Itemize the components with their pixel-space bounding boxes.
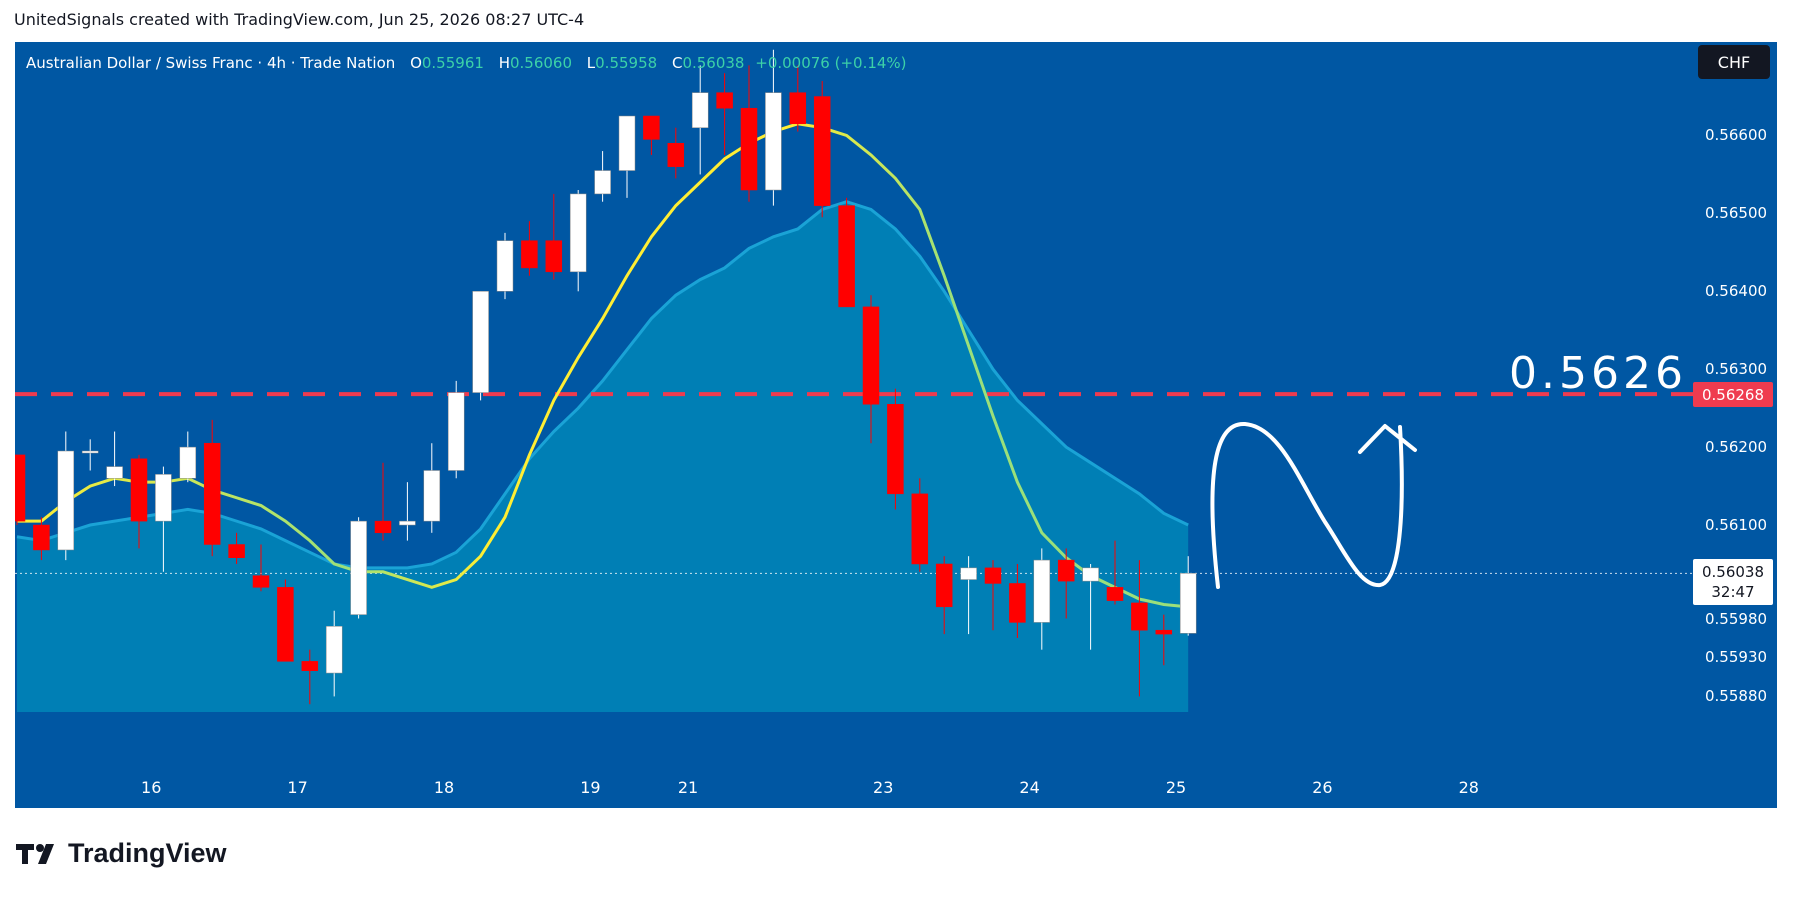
candle-bearish bbox=[33, 524, 50, 551]
time-axis-tick-label: 24 bbox=[1019, 778, 1040, 797]
candle-bearish bbox=[1009, 583, 1026, 623]
price-axis-tick-label: 0.55880 bbox=[1705, 687, 1768, 706]
candle-bullish bbox=[691, 92, 709, 128]
legend-close-value: 0.56038 bbox=[682, 54, 745, 72]
price-axis-tick-label: 0.56400 bbox=[1705, 282, 1768, 301]
price-chart[interactable] bbox=[15, 42, 1777, 808]
candle-bullish bbox=[350, 520, 367, 615]
price-axis-tick-label: 0.55930 bbox=[1705, 648, 1768, 667]
candle-bearish bbox=[228, 544, 245, 558]
candle-bullish bbox=[1033, 559, 1051, 623]
ema-slow-area bbox=[17, 201, 1189, 713]
candle-bullish bbox=[594, 170, 611, 195]
candle-bullish bbox=[1179, 573, 1197, 634]
candle-bullish bbox=[472, 291, 489, 393]
bar-countdown: 32:47 bbox=[1711, 583, 1755, 602]
chart-panel[interactable]: Australian Dollar / Swiss Franc · 4h · T… bbox=[15, 42, 1777, 808]
candle-bearish bbox=[1131, 602, 1148, 631]
time-axis-tick-label: 26 bbox=[1312, 778, 1333, 797]
price-axis-tick-label: 0.56100 bbox=[1705, 516, 1768, 535]
candle-bullish bbox=[399, 520, 416, 526]
candle-bearish bbox=[203, 442, 221, 545]
candle-bullish bbox=[106, 466, 123, 479]
candle-bullish bbox=[447, 392, 465, 471]
currency-badge[interactable]: CHF bbox=[1698, 45, 1770, 79]
candle-bearish bbox=[301, 661, 319, 671]
time-axis-tick-label: 28 bbox=[1458, 778, 1479, 797]
candle-bearish bbox=[667, 143, 685, 167]
candle-bearish bbox=[1106, 587, 1124, 601]
target-price-annotation: 0.5626 bbox=[1509, 348, 1687, 399]
candle-bullish bbox=[57, 450, 75, 551]
price-axis-tick-label: 0.56200 bbox=[1705, 438, 1768, 457]
legend-low-value: 0.55958 bbox=[595, 54, 658, 72]
level-price-badge: 0.56268 bbox=[1693, 382, 1773, 408]
candle-bullish bbox=[155, 474, 172, 522]
candle-bullish bbox=[569, 193, 587, 273]
candle-bearish bbox=[740, 107, 758, 191]
time-axis-tick-label: 21 bbox=[677, 778, 699, 797]
candle-bullish bbox=[496, 240, 514, 292]
candle-bearish bbox=[1155, 629, 1173, 635]
candle-bullish bbox=[325, 626, 343, 674]
projection-arrow-head bbox=[1358, 424, 1417, 454]
legend-high-value: 0.56060 bbox=[509, 54, 572, 72]
time-axis-tick-label: 19 bbox=[580, 778, 601, 797]
candle-bearish bbox=[545, 240, 563, 273]
candle-bearish bbox=[789, 92, 807, 125]
candle-bearish bbox=[1057, 559, 1075, 582]
current-price-value: 0.56038 bbox=[1701, 563, 1765, 582]
candle-bearish bbox=[911, 493, 929, 565]
legend-symbol: Australian Dollar / Swiss Franc · 4h · T… bbox=[26, 54, 396, 72]
ohlc-legend: Australian Dollar / Swiss Franc · 4h · T… bbox=[26, 54, 907, 72]
candle-bearish bbox=[887, 404, 904, 495]
candle-bearish bbox=[643, 115, 660, 140]
legend-low-label: L bbox=[586, 54, 596, 72]
candle-bearish bbox=[252, 575, 270, 588]
price-axis-tick-label: 0.56300 bbox=[1705, 360, 1768, 379]
candle-bearish bbox=[15, 454, 26, 522]
legend-high-label: H bbox=[498, 54, 510, 72]
current-price-badge: 0.56038 32:47 bbox=[1693, 559, 1773, 606]
legend-open-label: O bbox=[410, 54, 422, 72]
legend-close-label: C bbox=[671, 54, 683, 72]
candle-bullish bbox=[423, 470, 441, 522]
candle-bearish bbox=[277, 587, 294, 662]
candle-bullish bbox=[1082, 567, 1099, 582]
price-axis-tick-label: 0.56500 bbox=[1705, 204, 1768, 223]
candle-bearish bbox=[813, 96, 831, 206]
time-axis-tick-label: 23 bbox=[873, 778, 894, 797]
time-axis-tick-label: 25 bbox=[1165, 778, 1187, 797]
price-axis-tick-label: 0.55980 bbox=[1705, 609, 1768, 628]
tradingview-logo-icon bbox=[16, 843, 54, 864]
legend-change: +0.00076 (+0.14%) bbox=[755, 54, 907, 72]
tradingview-brand-text: TradingView bbox=[68, 838, 227, 868]
candle-bearish bbox=[521, 240, 538, 269]
candle-bearish bbox=[838, 205, 855, 308]
candle-bearish bbox=[935, 563, 953, 608]
candle-bullish bbox=[81, 450, 99, 454]
projection-path-drawing bbox=[1210, 421, 1404, 589]
candle-bearish bbox=[984, 567, 1002, 584]
price-axis-tick-label: 0.56600 bbox=[1705, 126, 1768, 145]
candle-bullish bbox=[179, 446, 197, 479]
tradingview-logo[interactable]: TradingView bbox=[16, 838, 227, 869]
chart-header-attribution: UnitedSignals created with TradingView.c… bbox=[14, 10, 585, 29]
candle-bearish bbox=[130, 458, 148, 522]
candle-bearish bbox=[716, 92, 733, 109]
candle-bearish bbox=[374, 520, 392, 534]
legend-open-value: 0.55961 bbox=[421, 54, 484, 72]
candle-bullish bbox=[765, 92, 782, 191]
time-axis-tick-label: 18 bbox=[433, 778, 455, 797]
candle-bullish bbox=[618, 115, 636, 171]
candle-bullish bbox=[960, 567, 977, 580]
time-axis-tick-label: 16 bbox=[141, 778, 162, 797]
candle-bearish bbox=[862, 306, 880, 405]
time-axis-tick-label: 17 bbox=[287, 778, 308, 797]
